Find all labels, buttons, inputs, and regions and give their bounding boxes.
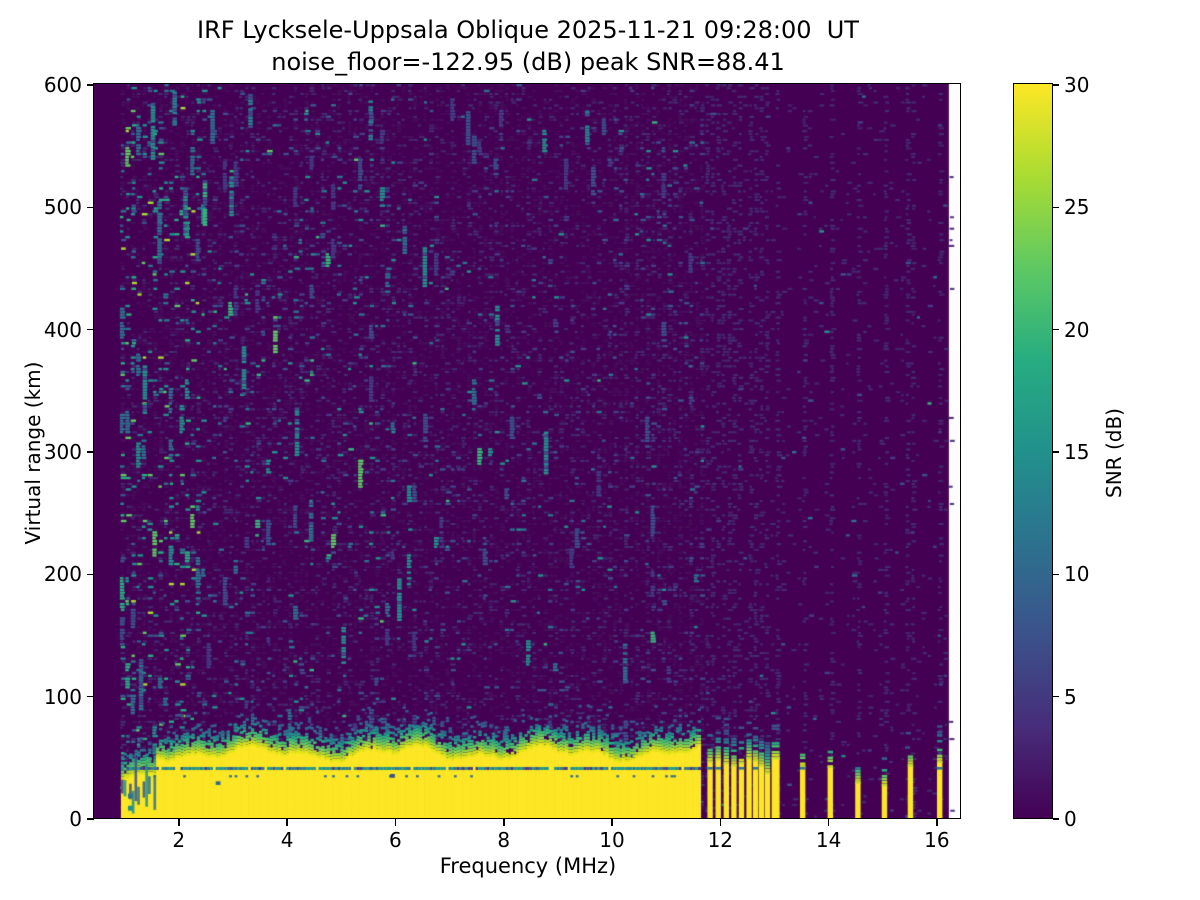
- y-tick-mark: [87, 573, 94, 576]
- x-tick-label: 14: [815, 828, 842, 852]
- y-tick-label: 500: [43, 195, 82, 220]
- x-tick-label: 12: [707, 828, 734, 852]
- colorbar-tick-label: 15: [1064, 440, 1090, 464]
- colorbar-tick-mark: [1053, 206, 1059, 209]
- x-tick-mark: [827, 819, 830, 826]
- y-tick-label: 600: [43, 73, 82, 97]
- y-tick-label: 200: [43, 562, 82, 587]
- colorbar-tick-label: 30: [1064, 73, 1090, 97]
- x-tick-label: 4: [280, 828, 294, 852]
- colorbar-tick-mark: [1053, 451, 1059, 453]
- x-tick-mark: [719, 819, 722, 826]
- y-tick-label: 300: [43, 440, 82, 464]
- y-tick-mark: [87, 328, 94, 331]
- colorbar-tick-label: 10: [1064, 562, 1090, 587]
- y-tick-mark: [87, 84, 94, 86]
- y-tick-label: 0: [69, 807, 82, 831]
- chart-subtitle: noise_floor=-122.95 (dB) peak SNR=88.41: [271, 48, 785, 76]
- colorbar: [1013, 83, 1054, 820]
- colorbar-tick-label: 25: [1064, 195, 1090, 220]
- y-tick-label: 400: [43, 317, 82, 342]
- y-tick-mark: [87, 451, 94, 453]
- chart-title: IRF Lycksele-Uppsala Oblique 2025-11-21 …: [197, 16, 859, 44]
- colorbar-tick-mark: [1053, 818, 1059, 820]
- colorbar-tick-label: 5: [1064, 684, 1077, 709]
- x-tick-mark: [936, 819, 938, 826]
- y-tick-mark: [87, 206, 94, 209]
- x-tick-label: 2: [172, 828, 186, 852]
- x-tick-mark: [178, 819, 180, 826]
- y-tick-mark: [87, 818, 94, 820]
- colorbar-tick-mark: [1053, 84, 1059, 86]
- x-tick-label: 8: [497, 828, 511, 852]
- x-tick-label: 10: [599, 828, 625, 852]
- x-tick-mark: [286, 819, 288, 826]
- colorbar-tick-label: 20: [1064, 317, 1090, 342]
- heatmap-canvas: [94, 84, 961, 819]
- colorbar-tick-mark: [1053, 573, 1059, 576]
- colorbar-tick-mark: [1053, 695, 1059, 698]
- x-tick-mark: [503, 819, 505, 826]
- x-axis-label: Frequency (MHz): [439, 854, 617, 878]
- plot-area: [93, 83, 962, 820]
- colorbar-tick-mark: [1053, 328, 1059, 331]
- y-tick-mark: [87, 695, 94, 698]
- colorbar-tick-label: 0: [1064, 807, 1077, 831]
- x-tick-mark: [611, 819, 613, 826]
- y-tick-label: 100: [43, 684, 82, 709]
- x-tick-mark: [394, 819, 397, 826]
- x-tick-label: 6: [389, 828, 402, 852]
- x-tick-label: 16: [924, 828, 950, 852]
